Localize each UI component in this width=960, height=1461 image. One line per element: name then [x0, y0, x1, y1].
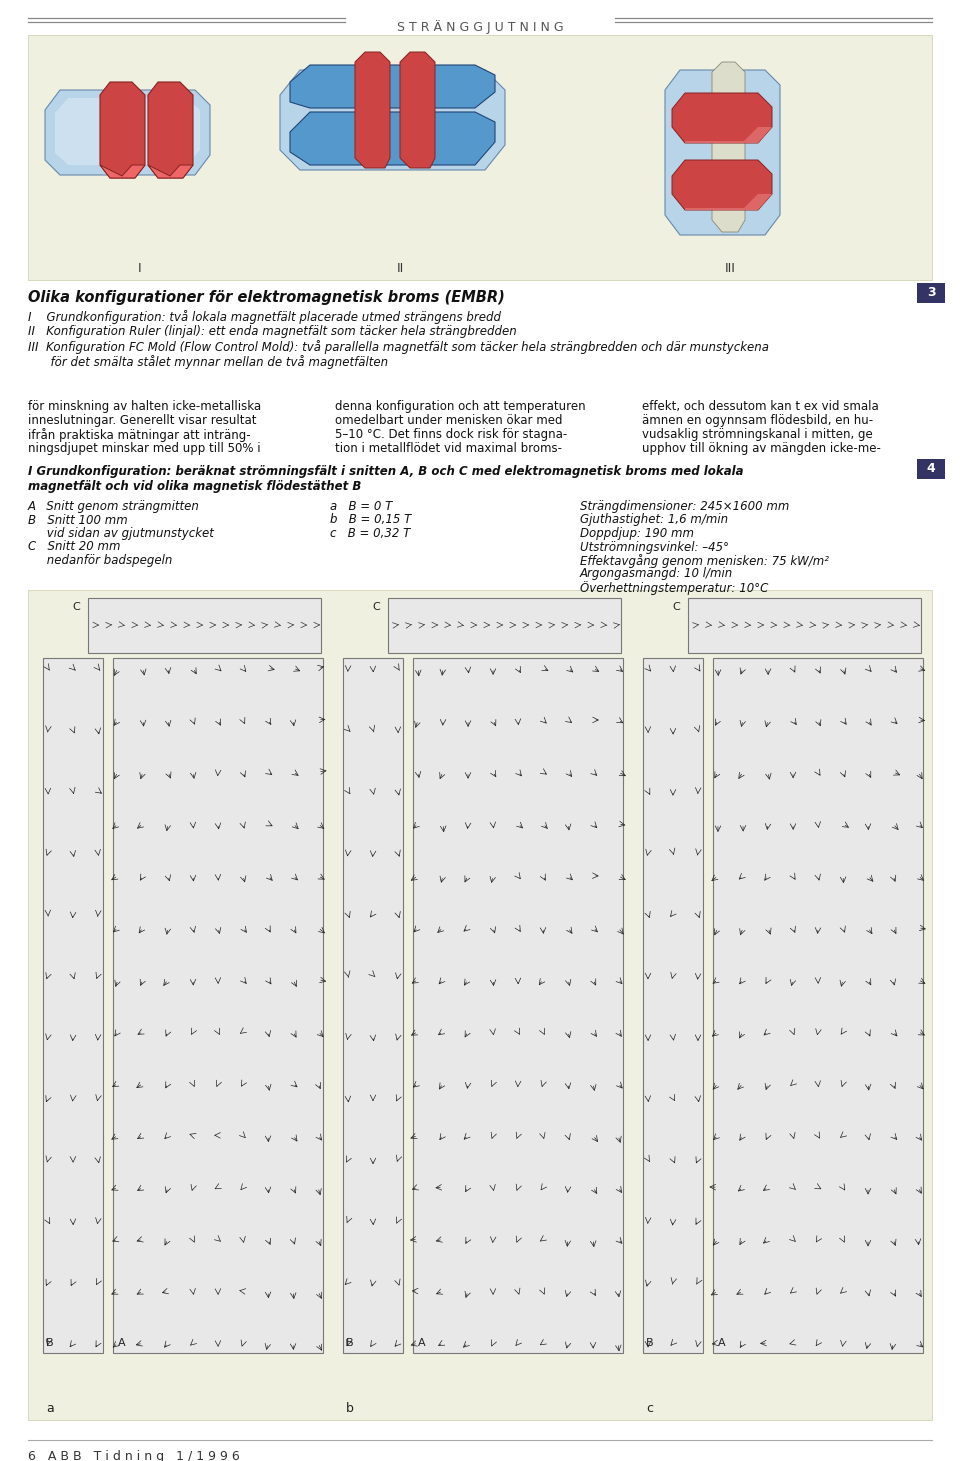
Text: C: C	[672, 602, 680, 612]
Text: I    Grundkonfiguration: två lokala magnetfält placerade utmed strängens bredd: I Grundkonfiguration: två lokala magnetf…	[28, 310, 501, 324]
Text: tion i metallflödet vid maximal broms-: tion i metallflödet vid maximal broms-	[335, 443, 562, 454]
Text: vudsaklig strömningskanal i mitten, ge: vudsaklig strömningskanal i mitten, ge	[642, 428, 873, 441]
Polygon shape	[672, 161, 772, 210]
Polygon shape	[290, 112, 495, 165]
Polygon shape	[685, 127, 772, 143]
Bar	[343, 657, 403, 1353]
Text: Argongasmängd: 10 l/min: Argongasmängd: 10 l/min	[580, 567, 733, 580]
Text: II: II	[396, 262, 403, 275]
Text: 4: 4	[926, 463, 935, 475]
Text: B   Snitt 100 mm: B Snitt 100 mm	[28, 513, 128, 526]
Text: inneslutningar. Generellt visar resultat: inneslutningar. Generellt visar resultat	[28, 413, 256, 427]
Text: I Grundkonfiguration: beräknat strömningsfält i snitten A, B och C med elektroma: I Grundkonfiguration: beräknat strömning…	[28, 465, 743, 478]
Polygon shape	[665, 70, 780, 235]
Text: för minskning av halten icke-metalliska: för minskning av halten icke-metalliska	[28, 400, 261, 413]
Text: Strängdimensioner: 245×1600 mm: Strängdimensioner: 245×1600 mm	[580, 500, 789, 513]
Text: II   Konfiguration Ruler (linjal): ett enda magnetfält som täcker hela strängbre: II Konfiguration Ruler (linjal): ett end…	[28, 324, 516, 337]
Text: A   Snitt genom strängmitten: A Snitt genom strängmitten	[28, 500, 200, 513]
Text: a: a	[46, 1403, 54, 1416]
FancyBboxPatch shape	[917, 283, 945, 302]
Bar	[688, 598, 921, 653]
Text: A: A	[118, 1338, 126, 1349]
Text: B: B	[646, 1338, 654, 1349]
Polygon shape	[685, 194, 772, 210]
Bar	[413, 657, 623, 1353]
Text: III  Konfiguration FC Mold (Flow Control Mold): två parallella magnetfält som tä: III Konfiguration FC Mold (Flow Control …	[28, 340, 769, 354]
Text: ifrån praktiska mätningar att inträng-: ifrån praktiska mätningar att inträng-	[28, 428, 251, 443]
Text: nedanför badspegeln: nedanför badspegeln	[28, 554, 173, 567]
Text: S T R Ä N G G J U T N I N G: S T R Ä N G G J U T N I N G	[396, 20, 564, 34]
Bar	[43, 657, 103, 1353]
Text: för det smälta stålet mynnar mellan de två magnetfälten: för det smälta stålet mynnar mellan de t…	[28, 355, 388, 370]
Text: Olika konfigurationer för elektromagnetisk broms (EMBR): Olika konfigurationer för elektromagneti…	[28, 289, 505, 305]
Bar	[88, 598, 321, 653]
Polygon shape	[148, 165, 193, 178]
Text: III: III	[725, 262, 735, 275]
Bar	[388, 598, 621, 653]
Polygon shape	[712, 61, 745, 232]
Text: b: b	[346, 1403, 354, 1416]
Text: ningsdjupet minskar med upp till 50% i: ningsdjupet minskar med upp till 50% i	[28, 443, 260, 454]
Text: vid sidan av gjutmunstycket: vid sidan av gjutmunstycket	[28, 527, 214, 541]
Bar	[713, 657, 923, 1353]
Bar	[28, 590, 932, 1420]
Polygon shape	[355, 53, 390, 168]
Text: ämnen en ogynnsam flödesbild, en hu-: ämnen en ogynnsam flödesbild, en hu-	[642, 413, 874, 427]
Polygon shape	[280, 70, 505, 169]
Text: C: C	[72, 602, 80, 612]
Text: B: B	[346, 1338, 353, 1349]
Bar	[113, 657, 323, 1353]
Text: magnetfält och vid olika magnetisk flödestäthet B: magnetfält och vid olika magnetisk flöde…	[28, 481, 361, 492]
Polygon shape	[672, 94, 772, 143]
Text: Överhettningstemperatur: 10°C: Överhettningstemperatur: 10°C	[580, 581, 768, 595]
Text: c: c	[646, 1403, 653, 1416]
Text: Gjuthastighet: 1,6 m/min: Gjuthastighet: 1,6 m/min	[580, 513, 728, 526]
Text: C   Snitt 20 mm: C Snitt 20 mm	[28, 541, 121, 554]
Text: A: A	[418, 1338, 425, 1349]
Text: Effektavgång genom menisken: 75 kW/m²: Effektavgång genom menisken: 75 kW/m²	[580, 554, 829, 568]
Text: Utströmningsvinkel: –45°: Utströmningsvinkel: –45°	[580, 541, 729, 554]
Text: effekt, och dessutom kan t ex vid smala: effekt, och dessutom kan t ex vid smala	[642, 400, 878, 413]
Polygon shape	[55, 98, 200, 165]
Polygon shape	[100, 165, 145, 178]
Polygon shape	[100, 82, 145, 178]
Text: b   B = 0,15 T: b B = 0,15 T	[330, 513, 411, 526]
Text: 6   A B B   T i d n i n g   1 / 1 9 9 6: 6 A B B T i d n i n g 1 / 1 9 9 6	[28, 1449, 240, 1461]
Text: denna konfiguration och att temperaturen: denna konfiguration och att temperaturen	[335, 400, 586, 413]
Text: upphov till ökning av mängden icke-me-: upphov till ökning av mängden icke-me-	[642, 443, 881, 454]
Polygon shape	[290, 64, 495, 108]
Polygon shape	[400, 53, 435, 168]
Text: 3: 3	[926, 286, 935, 300]
Text: I: I	[138, 262, 142, 275]
Text: c   B = 0,32 T: c B = 0,32 T	[330, 527, 410, 541]
Text: C: C	[372, 602, 380, 612]
Bar	[643, 657, 703, 1353]
FancyBboxPatch shape	[917, 459, 945, 479]
Polygon shape	[148, 82, 193, 178]
Text: Doppdjup: 190 mm: Doppdjup: 190 mm	[580, 527, 694, 541]
Text: B: B	[46, 1338, 54, 1349]
Bar	[28, 35, 932, 281]
Polygon shape	[45, 91, 210, 175]
Text: A: A	[718, 1338, 726, 1349]
Text: omedelbart under menisken ökar med: omedelbart under menisken ökar med	[335, 413, 563, 427]
Text: a   B = 0 T: a B = 0 T	[330, 500, 393, 513]
Text: 5–10 °C. Det finns dock risk för stagna-: 5–10 °C. Det finns dock risk för stagna-	[335, 428, 567, 441]
